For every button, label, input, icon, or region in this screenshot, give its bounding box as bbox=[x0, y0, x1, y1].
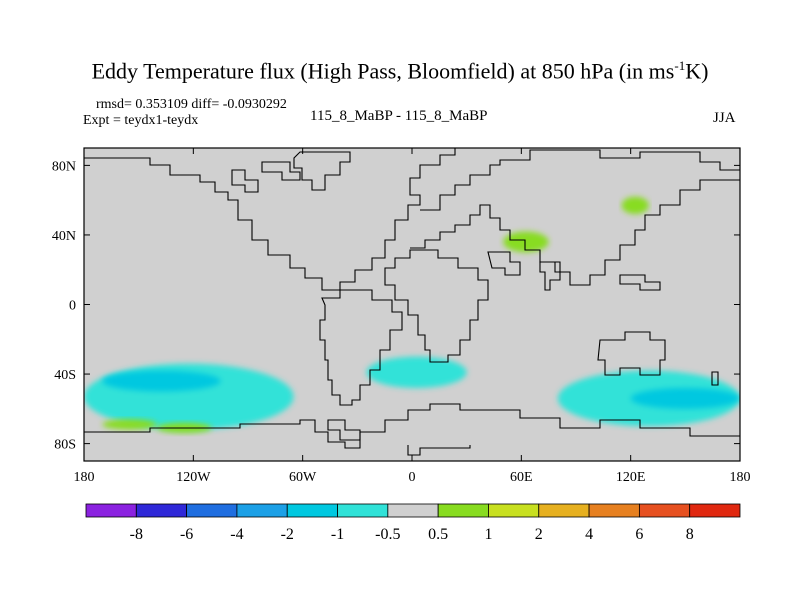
coastline-australia bbox=[597, 331, 666, 376]
colorbar-box bbox=[638, 503, 691, 518]
x-axis: 180 120W 60W 0 60E 120E 180 bbox=[74, 148, 751, 485]
coastline-india bbox=[539, 261, 561, 291]
coastline-arabia bbox=[487, 251, 521, 276]
field-southern-pacific-core bbox=[102, 370, 221, 392]
y-tick-label: 0 bbox=[69, 299, 76, 314]
colorbar-box bbox=[85, 503, 137, 518]
y-tick-label: 40S bbox=[54, 368, 76, 383]
chart-title-end: K) bbox=[685, 58, 709, 84]
colorbar-label: -2 bbox=[281, 526, 294, 543]
x-tick-label: 60E bbox=[510, 470, 533, 485]
x-tick-label: 60W bbox=[289, 470, 317, 485]
coastline-greenland bbox=[293, 151, 351, 191]
coastline-africa bbox=[384, 249, 489, 363]
coastline-antarctica bbox=[84, 403, 740, 449]
x-tick-label: 0 bbox=[409, 470, 416, 485]
coastline-indonesia bbox=[619, 274, 661, 291]
field-south-atlantic-patch bbox=[366, 356, 467, 388]
coastline-antarctic-shelf bbox=[407, 445, 471, 456]
colorbar-label: -1 bbox=[331, 526, 344, 543]
colorbar-box bbox=[186, 503, 238, 518]
colorbar-label: 8 bbox=[686, 526, 694, 543]
field-central-asia-positive bbox=[503, 231, 549, 253]
chart-title: Eddy Temperature flux (High Pass, Bloomf… bbox=[0, 58, 800, 84]
colorbar-label: -4 bbox=[230, 526, 243, 543]
colorbar-box bbox=[437, 503, 489, 518]
x-tick-label: 180 bbox=[730, 470, 751, 485]
y-tick-label: 80N bbox=[52, 159, 76, 174]
case-label: 115_8_MaBP - 115_8_MaBP bbox=[310, 108, 488, 124]
chart-title-main: Eddy Temperature flux (High Pass, Bloomf… bbox=[91, 58, 675, 84]
coastline-baffin bbox=[261, 161, 301, 181]
y-tick-label: 40N bbox=[52, 229, 76, 244]
colorbar-box bbox=[689, 503, 741, 518]
coastline-new-zealand bbox=[711, 371, 719, 386]
field-south-indian-core bbox=[630, 387, 740, 409]
colorbar-label: 2 bbox=[535, 526, 543, 543]
colorbar-box bbox=[135, 503, 188, 518]
x-tick-label: 120E bbox=[616, 470, 646, 485]
coastlines bbox=[84, 148, 740, 456]
colorbar-label: 0.5 bbox=[428, 526, 448, 543]
colorbar-label: -6 bbox=[180, 526, 193, 543]
colorbar-box bbox=[337, 503, 389, 518]
contour-fields bbox=[84, 196, 740, 434]
season-label: JJA bbox=[713, 110, 736, 126]
colorbar-label: 4 bbox=[585, 526, 593, 543]
colorbar-label: 6 bbox=[635, 526, 643, 543]
experiment-label: Expt = teydx1-teydx bbox=[83, 113, 199, 128]
coastline-antarctic-peninsula bbox=[327, 419, 361, 441]
coastline-eurasia bbox=[420, 148, 740, 211]
colorbar-box bbox=[488, 503, 540, 518]
coastline-south-america bbox=[319, 289, 403, 406]
chart-title-superscript: -1 bbox=[674, 58, 686, 73]
rmsd-diff-label: rmsd= 0.353109 diff= -0.0930292 bbox=[96, 97, 287, 112]
colorbar-box bbox=[588, 503, 640, 518]
coastline-canada-islands bbox=[231, 169, 259, 193]
field-siberia-positive bbox=[621, 196, 649, 215]
colorbar-box bbox=[538, 503, 590, 518]
colorbar-box bbox=[286, 503, 338, 518]
colorbar-label: -0.5 bbox=[375, 526, 400, 543]
colorbar-label: 1 bbox=[484, 526, 492, 543]
coastline-north-america bbox=[84, 148, 456, 291]
y-axis: 80N 40N 0 40S 80S bbox=[52, 159, 740, 453]
x-tick-label: 180 bbox=[74, 470, 95, 485]
colorbar-box bbox=[387, 503, 439, 518]
y-tick-label: 80S bbox=[54, 438, 76, 453]
x-tick-label: 120W bbox=[176, 470, 211, 485]
field-southern-ocean-positive-2 bbox=[102, 419, 157, 430]
colorbar-box bbox=[236, 503, 288, 518]
colorbar: -8 -6 -4 -2 -1 -0.5 0.5 1 2 4 6 8 bbox=[85, 503, 741, 543]
colorbar-label: -8 bbox=[130, 526, 143, 543]
